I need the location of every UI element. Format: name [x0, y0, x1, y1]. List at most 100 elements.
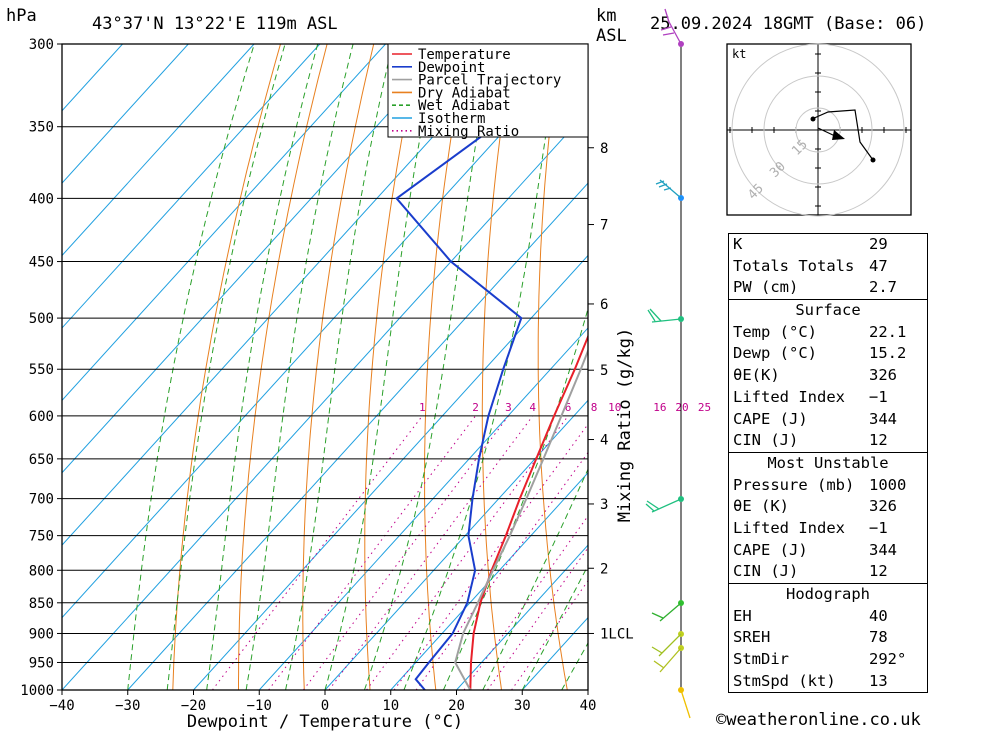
- dry-adiabat-line: [172, 44, 281, 690]
- index-value: 40: [869, 606, 888, 625]
- isotherm-line: [193, 254, 588, 690]
- mixing-ratio-label: 8: [591, 401, 598, 414]
- index-label: CAPE (J): [733, 540, 808, 559]
- index-value: 78: [869, 628, 888, 647]
- isotherm-line: [62, 44, 321, 329]
- pressure-tick-label: 300: [29, 37, 54, 53]
- index-value: 12: [869, 431, 888, 450]
- wet-adiabat-line: [166, 44, 286, 690]
- most-unstable-indices: Most Unstable Pressure (mb) 1000 θE (K) 326 L…: [729, 451, 927, 583]
- altitude-tick-label: 4: [600, 433, 608, 449]
- index-label: EH: [733, 606, 752, 625]
- hodograph-ring: [795, 107, 841, 153]
- profile-parcel-trajectory: [454, 348, 588, 690]
- index-row: θE(K) 326: [729, 365, 927, 387]
- index-label: StmDir: [733, 650, 789, 669]
- wind-barb-700: [645, 498, 682, 513]
- hodograph-unit-label: kt: [732, 47, 746, 61]
- index-value: 15.2: [869, 344, 907, 363]
- altitude-tick-label: 1LCL: [600, 626, 634, 642]
- index-row: CIN (J) 12: [729, 430, 927, 452]
- legend-label: Isotherm: [418, 111, 485, 127]
- profile-temperature: [469, 334, 588, 690]
- isotherm-line: [258, 327, 588, 690]
- wet-adiabat-line: [285, 44, 394, 690]
- isotherm-line: [62, 44, 518, 546]
- isotherm-line: [62, 44, 123, 112]
- pressure-tick-label: 1000: [20, 683, 54, 699]
- index-value: 326: [869, 497, 897, 516]
- index-row: StmDir 292°: [729, 649, 927, 671]
- index-row: K 29: [729, 234, 927, 256]
- mixing-ratio-label: 1: [419, 401, 426, 414]
- wet-adiabat-line: [245, 44, 354, 690]
- isotherm-line: [324, 399, 588, 690]
- isotherm-line: [62, 109, 588, 690]
- hodograph-ring: [731, 43, 905, 217]
- profile-lines: [395, 44, 588, 690]
- wind-barb-400: [655, 179, 682, 199]
- temperature-tick-label: 40: [580, 698, 597, 714]
- hodograph-point: [810, 116, 816, 122]
- legend-label: Wet Adiabat: [418, 98, 511, 114]
- altitude-tick-label: 2: [600, 561, 608, 577]
- index-value: 47: [869, 256, 888, 275]
- dry-adiabat-line: [364, 44, 421, 690]
- wind-barb-850: [651, 602, 682, 622]
- pressure-tick-label: 900: [29, 626, 54, 642]
- index-row: EH 40: [729, 606, 927, 628]
- pressure-tick-label: 350: [29, 120, 54, 136]
- wet-adiabat-line: [482, 468, 588, 690]
- index-label: θE (K): [733, 497, 789, 516]
- index-value: 326: [869, 366, 897, 385]
- temperature-axis: −40 −30 −20 −10 0 10 20 30 40: [49, 690, 596, 714]
- index-row: Lifted Index −1: [729, 387, 927, 409]
- index-value: 29: [869, 235, 888, 253]
- index-label: CIN (J): [733, 431, 799, 450]
- altitude-axis: 8 7 6 5 4 3 2 1LCL: [588, 141, 634, 642]
- isotherm-line: [62, 44, 386, 402]
- index-section-title: Surface: [795, 301, 861, 320]
- altitude-tick-label: 7: [600, 218, 608, 234]
- storm-motion-arrow: [832, 130, 845, 140]
- pressure-tick-label: 400: [29, 191, 54, 207]
- mixing-ratio-label: 20: [675, 401, 688, 414]
- index-section-title: Most Unstable: [767, 453, 889, 472]
- mixing-ratio-label: 4: [529, 401, 536, 414]
- mixing-ratio-label: 25: [698, 401, 711, 414]
- index-label: CIN (J): [733, 562, 799, 581]
- isotherm-line: [62, 44, 584, 619]
- index-value: 2.7: [869, 278, 897, 297]
- temperature-tick-label: 30: [514, 698, 531, 714]
- wind-barb-300: [660, 8, 682, 45]
- legend-label: Mixing Ratio: [418, 124, 519, 140]
- temperature-tick-label: 0: [321, 698, 329, 714]
- temperature-tick-label: −20: [181, 698, 206, 714]
- location-title: 43°37'N 13°22'E 119m ASL: [92, 14, 338, 34]
- wet-adiabat-line: [442, 307, 588, 690]
- temperature-tick-label: −40: [49, 698, 74, 714]
- index-label: StmSpd (kt): [733, 671, 836, 690]
- pressure-tick-label: 450: [29, 255, 54, 271]
- index-label: Pressure (mb): [733, 475, 855, 494]
- mixing-ratio-line: [487, 546, 588, 690]
- hodograph-ring: [763, 75, 873, 185]
- wind-barb-925: [653, 647, 682, 673]
- dry-adiabat-line: [645, 44, 699, 690]
- index-row: CIN (J) 12: [729, 561, 927, 583]
- wind-barb-900: [651, 633, 682, 657]
- mixing-ratio-axis-label: Mixing Ratio (g/kg): [615, 328, 635, 522]
- legend-box: [387, 43, 589, 138]
- index-row: SREH 78: [729, 627, 927, 649]
- altitude-tick-label: 3: [600, 497, 608, 513]
- pressure-tick-label: 950: [29, 655, 54, 671]
- wet-adiabat-line: [127, 44, 255, 690]
- pressure-unit-label: hPa: [6, 6, 37, 26]
- x-axis-label: Dewpoint / Temperature (°C): [187, 712, 463, 732]
- mixing-ratio-label: 2: [472, 401, 479, 414]
- km-unit-label: km: [596, 6, 616, 26]
- legend-label: Parcel Trajectory: [418, 73, 561, 89]
- index-row: Pressure (mb) 1000: [729, 475, 927, 497]
- index-row: θE (K) 326: [729, 496, 927, 518]
